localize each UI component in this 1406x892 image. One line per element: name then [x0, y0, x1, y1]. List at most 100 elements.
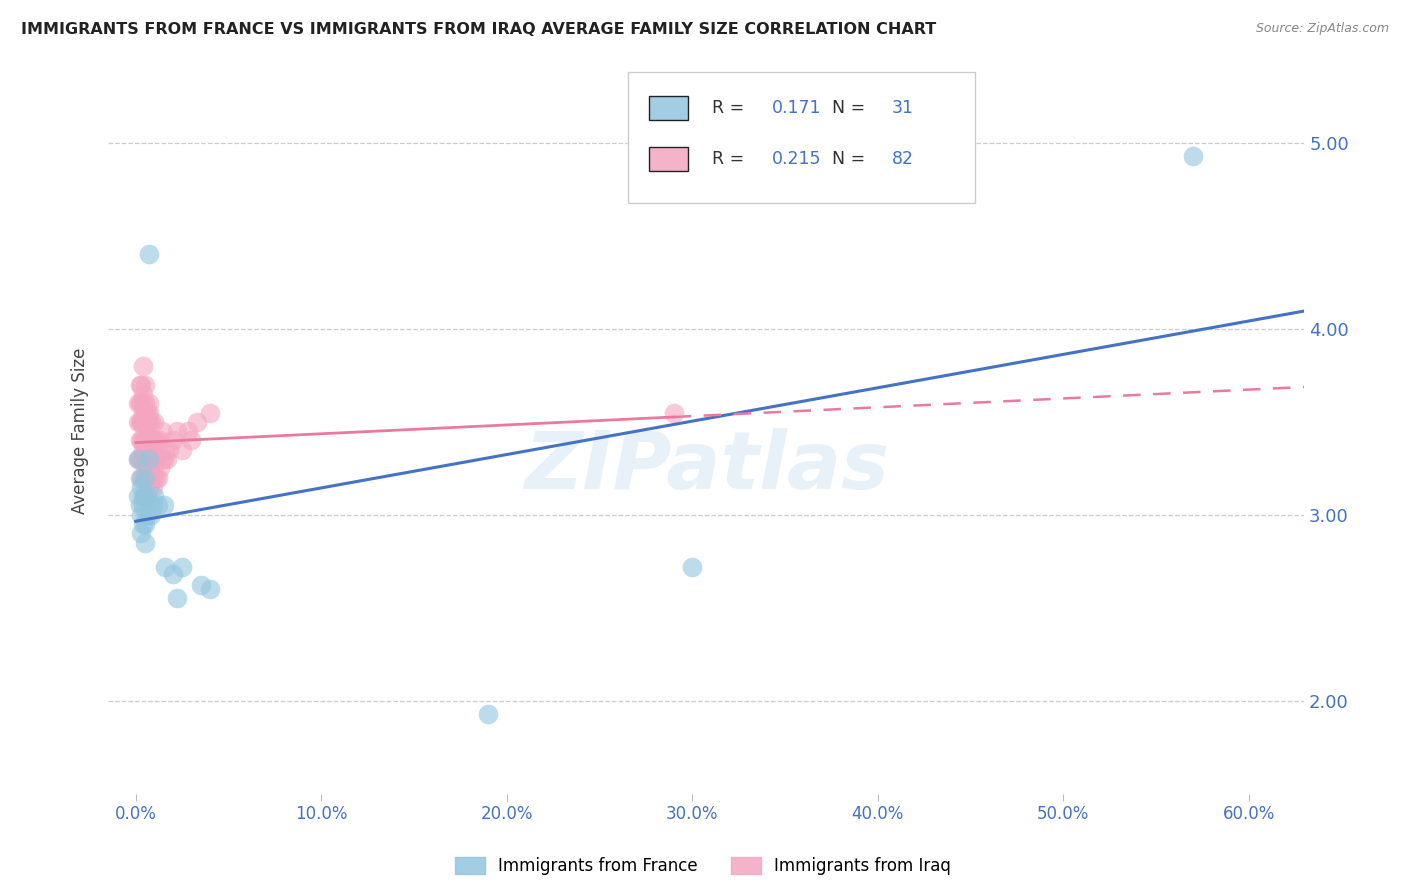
Point	[146, 499, 169, 513]
Point	[136, 489, 159, 503]
Point	[146, 442, 169, 457]
Point	[186, 415, 208, 429]
Point	[131, 415, 153, 429]
Point	[143, 470, 166, 484]
Text: ZIPatlas: ZIPatlas	[523, 428, 889, 507]
Point	[139, 415, 162, 429]
FancyBboxPatch shape	[628, 72, 976, 202]
Point	[149, 434, 172, 448]
Point	[139, 434, 162, 448]
Point	[131, 470, 153, 484]
Point	[155, 559, 177, 574]
Point	[128, 470, 150, 484]
Point	[141, 480, 163, 494]
Point	[131, 396, 153, 410]
Point	[138, 405, 160, 419]
Point	[145, 434, 167, 448]
Point	[156, 452, 179, 467]
Point	[131, 452, 153, 467]
Point	[128, 377, 150, 392]
Point	[128, 452, 150, 467]
Point	[127, 415, 149, 429]
Y-axis label: Average Family Size: Average Family Size	[72, 348, 89, 515]
Point	[134, 434, 156, 448]
Point	[162, 567, 184, 582]
Legend: Immigrants from France, Immigrants from Iraq: Immigrants from France, Immigrants from …	[447, 849, 959, 884]
Point	[198, 582, 221, 596]
Point	[662, 405, 685, 419]
Point	[132, 517, 155, 532]
Point	[146, 470, 169, 484]
Point	[138, 480, 160, 494]
Point	[131, 415, 153, 429]
Point	[134, 377, 156, 392]
Point	[134, 415, 156, 429]
Text: Source: ZipAtlas.com: Source: ZipAtlas.com	[1256, 22, 1389, 36]
Point	[141, 499, 163, 513]
Point	[127, 396, 149, 410]
Point	[132, 442, 155, 457]
Point	[134, 470, 156, 484]
Point	[138, 415, 160, 429]
Point	[132, 489, 155, 503]
Point	[134, 396, 156, 410]
FancyBboxPatch shape	[648, 96, 688, 120]
Point	[127, 452, 149, 467]
Point	[152, 499, 174, 513]
FancyBboxPatch shape	[648, 147, 688, 171]
Point	[134, 489, 156, 503]
Text: N =: N =	[832, 150, 870, 169]
Point	[139, 470, 162, 484]
Point	[143, 434, 166, 448]
Point	[143, 452, 166, 467]
Point	[198, 405, 221, 419]
Point	[132, 359, 155, 373]
Point	[128, 415, 150, 429]
Point	[132, 405, 155, 419]
Point	[134, 452, 156, 467]
Point	[132, 387, 155, 401]
Point	[132, 396, 155, 410]
Text: 0.171: 0.171	[772, 99, 821, 118]
Text: R =: R =	[711, 150, 749, 169]
Point	[134, 442, 156, 457]
Text: N =: N =	[832, 99, 870, 118]
Point	[132, 499, 155, 513]
Point	[136, 489, 159, 503]
Point	[143, 415, 166, 429]
Point	[141, 434, 163, 448]
Point	[166, 424, 188, 438]
Point	[190, 578, 212, 592]
Point	[131, 377, 153, 392]
Point	[136, 405, 159, 419]
Point	[132, 415, 155, 429]
Text: R =: R =	[711, 99, 749, 118]
Point	[138, 461, 160, 475]
Point	[150, 452, 173, 467]
Text: 31: 31	[891, 99, 914, 118]
Point	[149, 461, 172, 475]
Point	[177, 424, 200, 438]
Point	[131, 508, 153, 522]
Point	[132, 470, 155, 484]
Point	[155, 442, 177, 457]
Text: 0.215: 0.215	[772, 150, 821, 169]
Point	[128, 396, 150, 410]
Point	[136, 434, 159, 448]
Point	[138, 247, 160, 261]
Point	[141, 461, 163, 475]
Point	[131, 434, 153, 448]
Point	[134, 470, 156, 484]
Point	[128, 499, 150, 513]
Point	[477, 706, 499, 721]
Point	[131, 480, 153, 494]
Text: 82: 82	[891, 150, 914, 169]
Point	[136, 452, 159, 467]
Point	[132, 434, 155, 448]
Point	[132, 452, 155, 467]
Point	[162, 434, 184, 448]
Point	[145, 470, 167, 484]
Point	[138, 396, 160, 410]
Point	[139, 442, 162, 457]
Point	[134, 405, 156, 419]
